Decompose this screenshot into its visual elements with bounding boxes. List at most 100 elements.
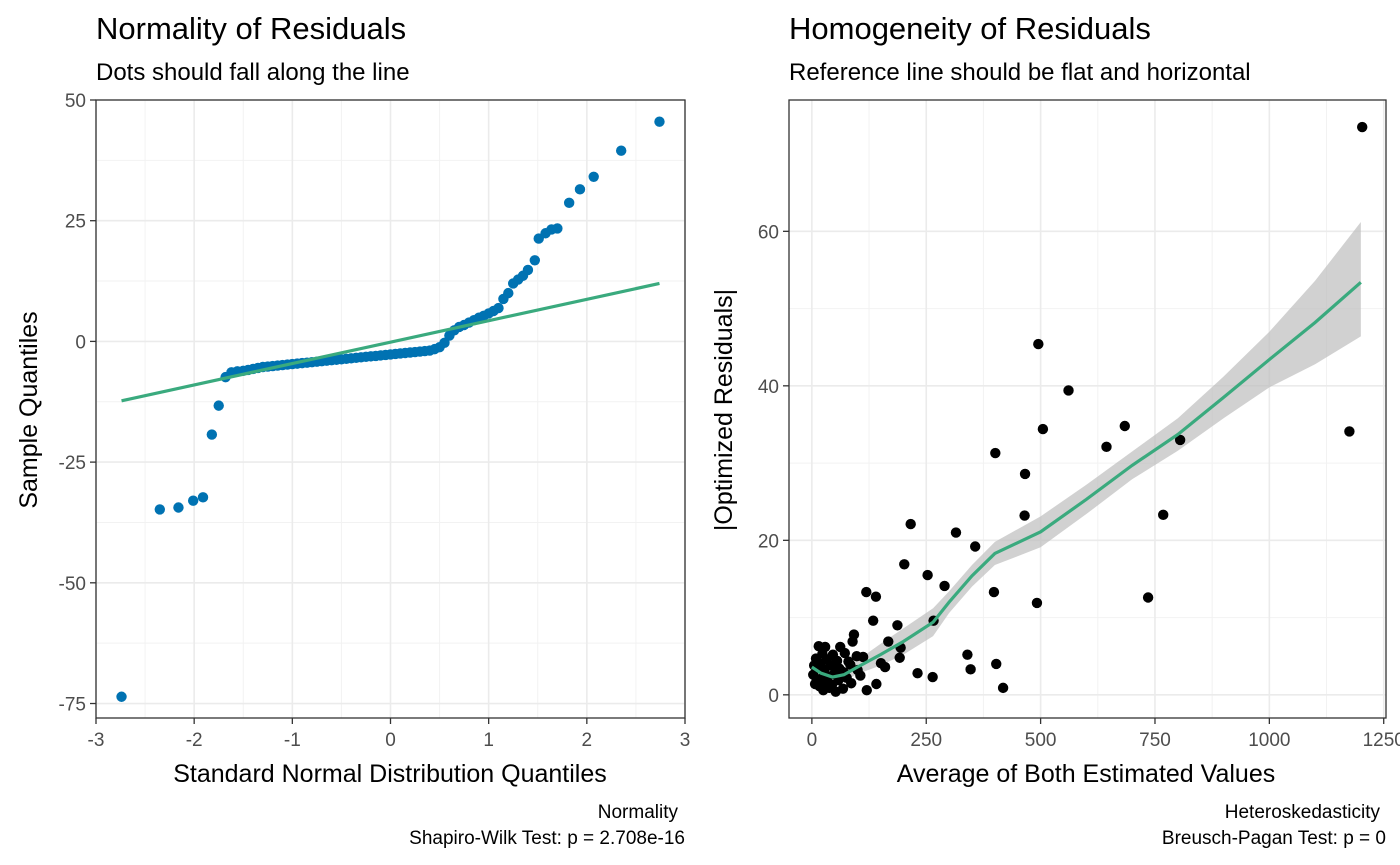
normality-data-point	[615, 145, 627, 156]
normality-x-tick-label: 1	[483, 730, 494, 751]
homogeneity-data-point	[965, 664, 976, 675]
homogeneity-data-point	[899, 559, 910, 570]
homogeneity-y-tick-label: 20	[758, 531, 779, 552]
homogeneity-data-point	[927, 671, 938, 683]
normality-x-tick-label: 2	[582, 730, 593, 751]
homogeneity-data-point	[1019, 468, 1031, 480]
homogeneity-data-point	[892, 620, 903, 631]
homogeneity-data-point	[988, 586, 1000, 598]
homogeneity-x-tick-label: 250	[910, 730, 942, 751]
homogeneity-caption-line-1: Heteroskedasticity	[1225, 802, 1381, 823]
normality-data-point	[529, 255, 541, 266]
normality-caption-line-1: Normality	[598, 802, 679, 823]
homogeneity-data-point	[845, 659, 856, 670]
normality-data-point	[116, 691, 127, 702]
normality-data-point	[563, 197, 575, 209]
normality-y-tick-label: 50	[65, 91, 86, 112]
homogeneity-x-tick-label: 1250	[1363, 730, 1400, 751]
normality-data-point	[552, 223, 563, 234]
homogeneity-data-point	[835, 641, 846, 653]
homogeneity-caption-line-2: Breusch-Pagan Test: p = 0	[1162, 828, 1386, 849]
smooth-line	[810, 281, 1362, 679]
homogeneity-subtitle: Reference line should be flat and horizo…	[789, 59, 1251, 86]
normality-x-tick-label: -3	[88, 730, 105, 751]
homogeneity-data-point	[1158, 509, 1169, 521]
homogeneity-data-point	[969, 541, 981, 552]
homogeneity-y-tick-label: 60	[758, 222, 779, 243]
normality-y-tick-label: 0	[75, 332, 86, 353]
normality-x-tick-label: -2	[186, 730, 203, 751]
homogeneity-x-tick-label: 750	[1139, 730, 1171, 751]
homogeneity-data-point	[1033, 338, 1044, 350]
homogeneity-panel-border	[788, 99, 1387, 719]
normality-title: Normality of Residuals	[96, 11, 406, 46]
homogeneity-data-point	[991, 658, 1002, 670]
homogeneity-data-point	[867, 615, 879, 626]
normality-data-point	[197, 492, 209, 503]
normality-x-tick-label: 3	[680, 730, 691, 751]
homogeneity-data-point	[894, 652, 905, 663]
homogeneity-data-point	[883, 636, 894, 647]
homogeneity-data-point	[861, 684, 872, 696]
homogeneity-data-point	[1019, 510, 1030, 521]
normality-y-tick-label: -75	[59, 695, 86, 716]
normality-caption-line-2: Shapiro-Wilk Test: p = 2.708e-16	[409, 828, 685, 849]
normality-x-tick-label: -1	[284, 730, 301, 751]
homogeneity-data-point	[905, 518, 916, 530]
homogeneity-data-point	[1174, 434, 1186, 446]
homogeneity-data-point	[875, 657, 887, 669]
normality-subtitle: Dots should fall along the line	[96, 59, 410, 86]
homogeneity-x-tick-label: 500	[1025, 730, 1057, 751]
homogeneity-x-tick-label: 0	[807, 730, 818, 751]
normality-plot-panel: -3 -2 -1 0 1 2 3 -75 -50 -25 0 25 50	[59, 91, 691, 751]
homogeneity-data-point	[871, 678, 882, 690]
normality-y-axis-title: Sample Quantiles	[15, 311, 43, 508]
normality-data-point	[522, 264, 534, 276]
homogeneity-data-point	[870, 591, 882, 602]
homogeneity-data-point	[1344, 426, 1355, 437]
normality-data-point	[206, 429, 218, 440]
homogeneity-plot-area	[789, 100, 1386, 718]
homogeneity-data-point	[809, 678, 821, 690]
homogeneity-y-axis-title: |Optimized Residuals|	[710, 289, 738, 531]
normality-data-point	[574, 184, 586, 195]
normality-data-point	[173, 502, 184, 513]
homogeneity-data-point	[813, 640, 824, 652]
homogeneity-data-point	[1119, 420, 1130, 432]
homogeneity-data-point	[1101, 441, 1112, 453]
homogeneity-data-point	[912, 667, 923, 679]
homogeneity-title: Homogeneity of Residuals	[789, 11, 1151, 46]
homogeneity-data-point	[847, 636, 858, 647]
normality-y-tick-label: -25	[59, 453, 86, 474]
reference-line	[121, 281, 660, 403]
normality-data-point	[493, 302, 504, 314]
homogeneity-data-point	[861, 586, 872, 598]
homogeneity-y-tick-label: 0	[768, 686, 779, 707]
homogeneity-data-point	[1063, 385, 1074, 396]
normality-data-point	[503, 287, 514, 299]
normality-x-axis-title: Standard Normal Distribution Quantiles	[173, 760, 607, 788]
normality-data-point	[213, 400, 224, 411]
normality-y-tick-label: -50	[59, 574, 86, 595]
normality-x-tick-label: 0	[385, 730, 396, 751]
homogeneity-data-point	[808, 669, 819, 680]
homogeneity-y-tick-label: 40	[758, 377, 779, 398]
homogeneity-data-point	[990, 447, 1001, 459]
normality-data-point	[187, 495, 199, 506]
homogeneity-data-point	[997, 682, 1009, 694]
normality-data-point	[654, 116, 665, 127]
normality-data-point	[154, 504, 166, 515]
homogeneity-data-point	[939, 580, 950, 592]
homogeneity-data-point	[1142, 592, 1154, 603]
homogeneity-data-point	[950, 527, 962, 538]
homogeneity-data-point	[1357, 121, 1368, 133]
homogeneity-data-point	[1037, 423, 1049, 435]
homogeneity-data-point	[1031, 597, 1043, 609]
homogeneity-plot-panel: 0 250 500 750 1000 1250 0 20 40 60	[758, 99, 1400, 751]
homogeneity-data-point	[851, 651, 862, 662]
homogeneity-data-point	[962, 649, 973, 660]
homogeneity-data-point	[922, 569, 933, 581]
homogeneity-x-tick-label: 1000	[1248, 730, 1290, 751]
normality-y-tick-label: 25	[65, 212, 86, 233]
normality-data-point	[588, 171, 599, 182]
